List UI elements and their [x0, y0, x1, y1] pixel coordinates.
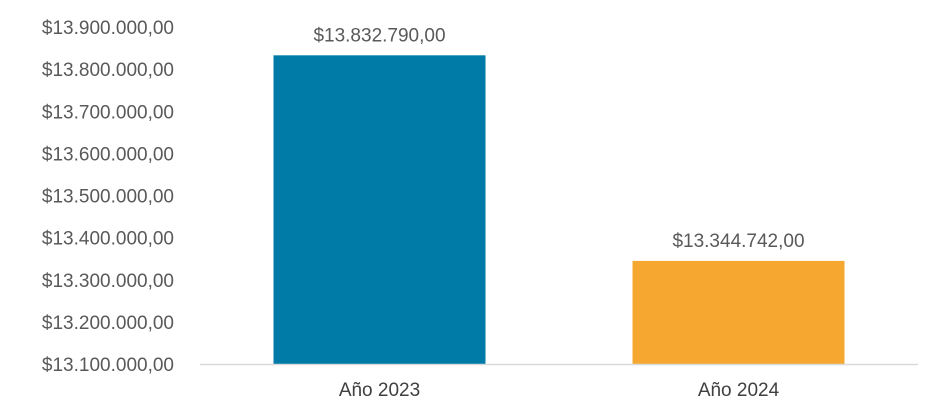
bar — [632, 260, 845, 364]
y-tick-label: $13.800.000,00 — [42, 60, 174, 81]
x-category-label: Año 2023 — [339, 380, 420, 401]
y-tick-label: $13.400.000,00 — [42, 229, 174, 250]
y-tick-label: $13.500.000,00 — [42, 187, 174, 208]
y-tick-label: $13.300.000,00 — [42, 271, 174, 292]
x-category-label: Año 2024 — [698, 380, 780, 401]
data-labels: $13.832.790,00 $13.344.742,00 — [313, 25, 804, 252]
y-tick-label: $13.200.000,00 — [42, 313, 174, 334]
bar — [273, 55, 486, 364]
y-tick-label: $13.600.000,00 — [42, 144, 174, 165]
bar-value-label: $13.344.742,00 — [672, 231, 804, 252]
y-tick-label: $13.700.000,00 — [42, 102, 174, 123]
y-tick-label: $13.100.000,00 — [42, 355, 174, 376]
bar-value-label: $13.832.790,00 — [313, 25, 445, 46]
x-axis: Año 2023 Año 2024 — [339, 380, 780, 401]
y-axis: $13.100.000,00 $13.200.000,00 $13.300.000,… — [42, 18, 174, 376]
bars — [273, 55, 845, 364]
y-tick-label: $13.900.000,00 — [42, 18, 174, 39]
